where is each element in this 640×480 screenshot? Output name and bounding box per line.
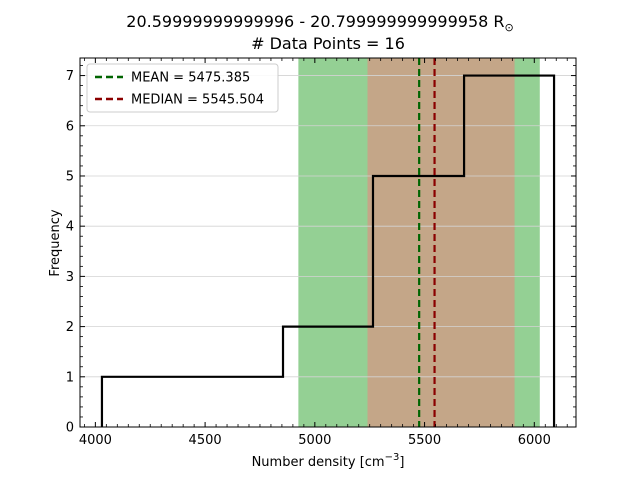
x-tick-label: 4500 xyxy=(189,433,222,448)
y-tick-label: 0 xyxy=(66,421,74,436)
axes-frame xyxy=(79,57,577,428)
x-tick-label: 4000 xyxy=(79,433,112,448)
y-tick-label: 7 xyxy=(66,69,74,84)
chart-title-subscript: ⊙ xyxy=(505,21,514,34)
legend-label: MEDIAN = 5545.504 xyxy=(131,93,264,108)
x-axis-label-superscript: −3 xyxy=(385,452,400,463)
y-tick-label: 5 xyxy=(66,169,74,184)
x-tick-label: 5000 xyxy=(298,433,331,448)
y-tick-label: 2 xyxy=(66,320,74,335)
x-tick-label: 5500 xyxy=(408,433,441,448)
y-tick-label: 6 xyxy=(66,119,74,134)
y-axis-label: Frequency xyxy=(48,209,63,276)
histogram-step xyxy=(100,74,556,427)
legend-label: MEAN = 5475.385 xyxy=(131,71,250,86)
band-inner xyxy=(367,58,515,427)
chart-title-line2: # Data Points = 16 xyxy=(251,34,405,53)
chart-title-line1: 20.59999999999996 - 20.799999999999958 R… xyxy=(126,12,513,34)
plot-area: 4000 4500 5000 5500 6000 0 1 2 3 4 5 6 7 MEAN = 5475.… xyxy=(66,57,577,448)
y-tick-label: 1 xyxy=(66,370,74,385)
y-tick-label: 3 xyxy=(66,270,74,285)
x-tick-label: 6000 xyxy=(518,433,551,448)
legend-box xyxy=(86,63,279,113)
y-tick-label: 4 xyxy=(66,220,74,235)
x-axis-label: Number density [cm−3] xyxy=(252,452,405,470)
